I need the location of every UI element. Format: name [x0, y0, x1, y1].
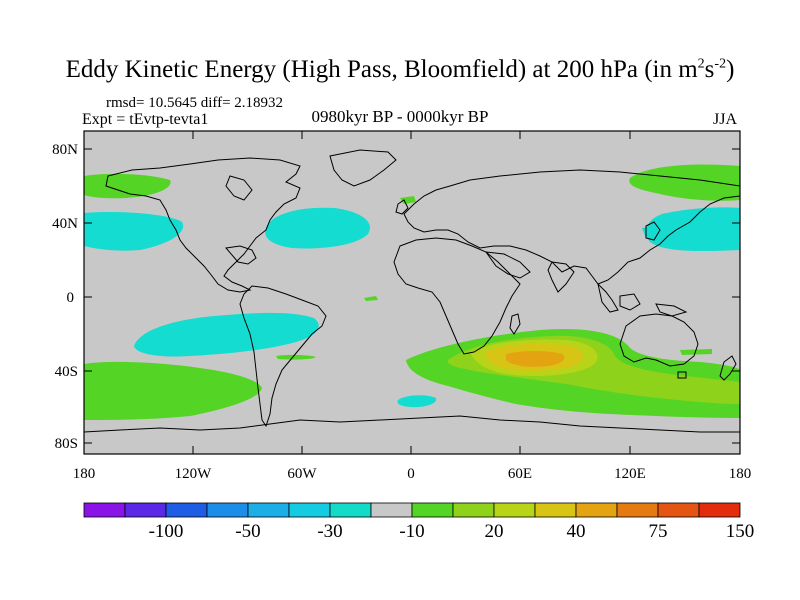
colorbar-swatch	[411, 502, 454, 518]
colorbar-label: 75	[649, 521, 668, 542]
coast-new-guinea	[655, 303, 688, 317]
lon-tick-label: 180	[73, 466, 96, 482]
colorbar-label: -50	[235, 521, 260, 542]
coast-north-america	[105, 157, 301, 293]
coast-southeast-asia	[597, 282, 619, 313]
anomaly-region-south-pacific	[134, 312, 319, 357]
anomaly-region-siberia	[629, 164, 740, 201]
season-label: JJA	[713, 111, 738, 128]
colorbar-label: -10	[399, 521, 424, 542]
lat-tick-label: 40S	[55, 364, 78, 380]
stats-label: rmsd= 10.5645 diff= 2.18932	[106, 95, 284, 111]
lon-tick-label: 180	[729, 466, 752, 482]
colorbar-swatch	[247, 502, 290, 518]
colorbar-swatch	[124, 502, 167, 518]
colorbar-labels: -100 -50 -30 -10 20 40 75 150	[149, 521, 755, 542]
colorbar-swatch	[288, 502, 331, 518]
lon-tick-label: 60W	[287, 466, 317, 482]
colorbar-label: 150	[726, 521, 755, 542]
map-frame	[83, 130, 741, 455]
lat-tick-label: 80N	[52, 142, 78, 158]
lat-tick-label: 40N	[52, 216, 78, 232]
experiment-label: Expt = tEvtp-tevta1	[82, 111, 209, 128]
colorbar-swatch	[534, 502, 577, 518]
lat-tick-label: 0	[67, 290, 75, 306]
plot-title: Eddy Kinetic Energy (High Pass, Bloomfie…	[65, 56, 735, 83]
lon-tick-label: 120E	[614, 466, 646, 482]
coast-gulf	[225, 245, 257, 265]
colorbar-swatch	[575, 502, 618, 518]
coast-antarctica	[84, 415, 740, 433]
coast-new-zealand	[719, 355, 737, 381]
coastlines	[84, 149, 740, 433]
coast-borneo	[619, 293, 641, 311]
coast-arabia	[484, 251, 531, 279]
colorbar-swatch	[493, 502, 536, 518]
coast-greenland	[329, 149, 397, 187]
anomaly-region-north-atlantic	[265, 207, 371, 249]
coast-africa	[393, 237, 521, 355]
anomaly-region-indian-ocean-max	[506, 351, 565, 367]
tick-marks	[84, 131, 740, 454]
colorbar	[83, 502, 741, 518]
coast-madagascar	[509, 313, 521, 335]
period-label: 0980kyr BP - 0000kyr BP	[311, 107, 489, 126]
colorbar-label: 20	[485, 521, 504, 542]
coast-india	[547, 261, 575, 293]
lon-tick-label: 60E	[508, 466, 532, 482]
colorbar-swatch	[206, 502, 249, 518]
anomaly-region-south-atlantic-small	[397, 395, 437, 408]
lon-tick-label: 120W	[175, 466, 213, 482]
colorbar-label: 40	[567, 521, 586, 542]
coast-eurasia	[403, 169, 740, 285]
lat-tick-label: 80S	[55, 436, 78, 452]
colorbar-label: -30	[317, 521, 342, 542]
colorbar-swatch	[657, 502, 700, 518]
colorbar-swatch	[698, 502, 741, 518]
anomaly-region-australia-east	[680, 349, 712, 355]
coast-south-america	[239, 285, 327, 428]
coast-australia	[619, 313, 699, 367]
anomaly-region-alaska	[84, 173, 171, 199]
anomaly-region-equator-atlantic	[364, 296, 378, 301]
lon-tick-label: 0	[407, 466, 415, 482]
coast-uk	[395, 199, 409, 215]
anomaly-region-south-pacific-green	[84, 361, 262, 420]
coast-tasmania	[677, 371, 687, 379]
colorbar-swatch	[452, 502, 495, 518]
coast-japan	[645, 221, 661, 241]
anomaly-region-south-pacific-strip	[276, 354, 316, 360]
colorbar-swatch	[370, 502, 413, 518]
anomaly-region-north-pacific-west	[84, 212, 184, 251]
colorbar-swatch	[165, 502, 208, 518]
colorbar-swatch	[83, 502, 126, 518]
colorbar-label: -100	[149, 521, 184, 542]
colorbar-swatch	[329, 502, 372, 518]
anomaly-region-north-atlantic-green	[400, 196, 416, 204]
colorbar-swatch	[616, 502, 659, 518]
coast-hudson	[225, 175, 253, 201]
anomaly-region-north-pacific-east	[646, 207, 740, 252]
